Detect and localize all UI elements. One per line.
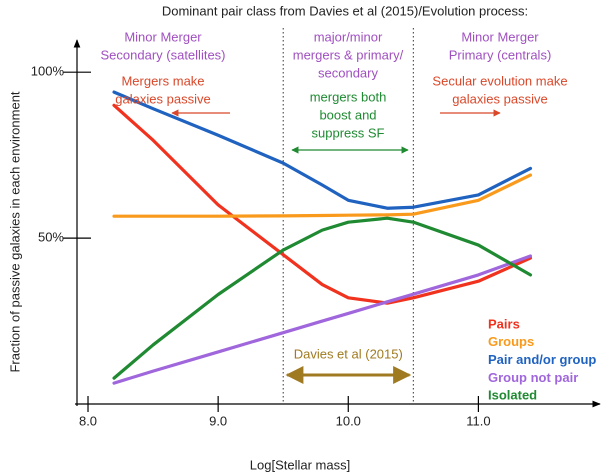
series-line <box>112 216 533 380</box>
x-tick-label: 10.0 <box>336 413 361 428</box>
x-tick-label: 11.0 <box>466 413 490 428</box>
legend-entry: Isolated <box>488 388 537 403</box>
chart-title: Dominant pair class from Davies et al (2… <box>162 3 528 18</box>
region-heading: Minor Merger <box>461 29 539 44</box>
series-line <box>112 254 533 385</box>
region-note: boost and <box>319 107 376 122</box>
x-tick-label: 8.0 <box>79 413 97 428</box>
series-line <box>112 90 533 210</box>
legend-entry: Groups <box>488 334 534 349</box>
region-note: galaxies passive <box>452 91 547 106</box>
region-heading: Minor Merger <box>124 29 202 44</box>
region-note: suppress SF <box>312 125 385 140</box>
series-line <box>112 103 533 305</box>
region-heading: major/minor <box>314 29 383 44</box>
region-heading: Primary (centrals) <box>449 47 552 62</box>
legend-entry: Group not pair <box>488 370 578 385</box>
span-label: Davies et al (2015) <box>294 346 403 361</box>
y-tick-label: 100% <box>31 64 65 79</box>
legend-entry: Pairs <box>488 316 520 331</box>
x-axis-label: Log[Stellar mass] <box>250 457 350 472</box>
region-note: Mergers make <box>121 73 204 88</box>
region-note: galaxies passive <box>115 91 210 106</box>
region-note: mergers both <box>310 89 387 104</box>
legend-entry: Pair and/or group <box>488 352 596 367</box>
x-tick-label: 9.0 <box>209 413 227 428</box>
region-heading: Secondary (satellites) <box>101 47 226 62</box>
series-line <box>112 173 533 218</box>
region-note: Secular evolution make <box>432 73 567 88</box>
y-tick-label: 50% <box>38 230 64 245</box>
y-axis-label: Fraction of passive galaxies in each env… <box>7 91 22 372</box>
region-heading: secondary <box>318 65 378 80</box>
region-heading: mergers & primary/ <box>293 47 404 62</box>
